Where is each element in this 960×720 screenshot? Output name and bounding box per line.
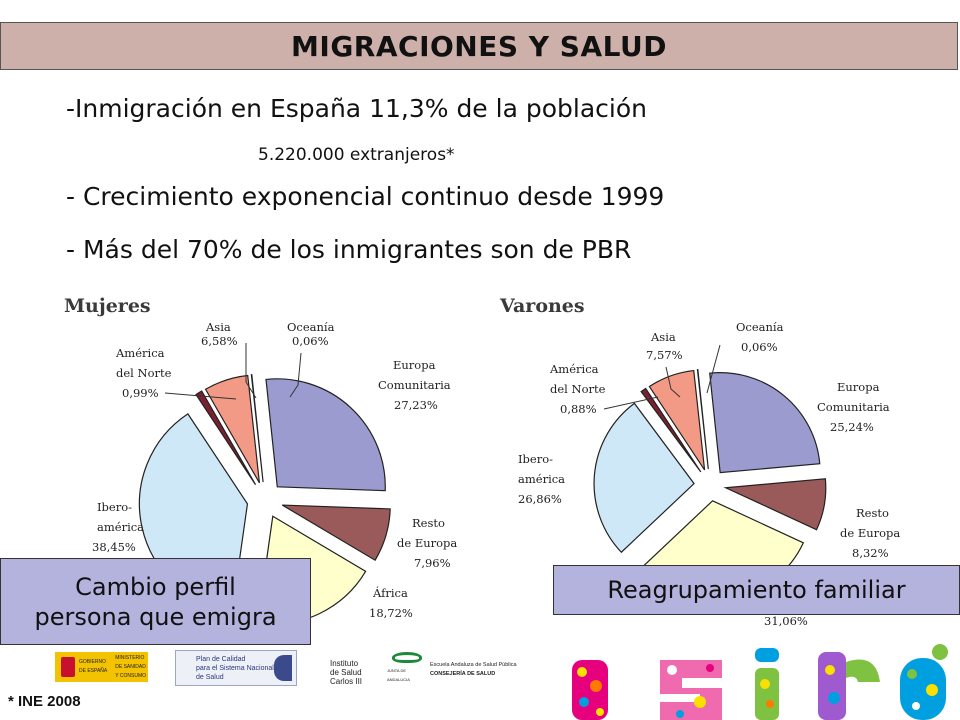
pie-slice-america-del-norte-mujeres — [195, 390, 257, 486]
footnote-ine: * INE 2008 — [8, 693, 81, 710]
label-africa-mujeres-name: África — [372, 586, 408, 600]
callout-reagrupamiento: Reagrupamiento familiar — [553, 565, 960, 615]
label-resto-varones-l2: de Europa — [840, 526, 900, 540]
logo-min-line2: DE SANIDAD — [115, 663, 146, 670]
pie-slice-europa-comunitaria-varones — [709, 372, 821, 474]
callout-cambio-perfil-line2: persona que emigra — [34, 602, 277, 631]
callout-reagrupamiento-text: Reagrupamiento familiar — [607, 576, 906, 604]
label-oceania-varones-value: 0,06% — [741, 340, 778, 354]
leader-asia-mujeres — [245, 343, 257, 399]
coat-of-arms-icon — [61, 657, 75, 677]
label-europa-com-mujeres-l1: Europa — [393, 358, 436, 372]
bullet-crecimiento: - Crecimiento exponencial continuo desde… — [66, 182, 665, 211]
pie-slice-europa-comunitaria-mujeres — [265, 378, 386, 492]
label-asia-mujeres-name: Asia — [205, 320, 231, 334]
label-ibero-varones-value: 26,86% — [518, 492, 562, 506]
label-resto-mujeres-value: 7,96% — [414, 556, 451, 570]
pie-slice-resto-de-europa-varones — [723, 478, 827, 531]
slide-title-bar: MIGRACIONES Y SALUD — [0, 22, 958, 70]
label-oceania-mujeres-name: Oceanía — [287, 320, 335, 334]
label-asia-varones-value: 7,57% — [646, 348, 683, 362]
label-ibero-varones-l2: américa — [518, 472, 565, 486]
chart-title-varones: Varones — [499, 295, 585, 317]
dotted-letter-4 — [818, 652, 880, 720]
logo-min-line3: Y CONSUMO — [115, 672, 146, 679]
label-asia-mujeres-value: 6,58% — [201, 334, 238, 348]
pie-slice-asia-mujeres — [204, 374, 261, 484]
logo-easp: Escuela Andaluza de Salud Pública CONSEJ… — [430, 660, 540, 680]
leader-oceania-mujeres — [289, 352, 302, 398]
label-ibero-varones-l1: Ibero- — [518, 452, 553, 466]
logo-easp-line1: Escuela Andaluza de Salud Pública — [430, 662, 517, 668]
logo-gob-line2: DE ESPAÑA — [79, 668, 108, 674]
bullet-pbr: - Más del 70% de los inmigrantes son de … — [66, 235, 632, 264]
label-ibero-mujeres-l2: américa — [97, 520, 144, 534]
label-america-norte-varones-l2: del Norte — [550, 382, 606, 396]
slide-title: MIGRACIONES Y SALUD — [291, 29, 667, 63]
label-africa-varones-value: 31,06% — [764, 614, 808, 628]
logo-gob-line1: GOBIERNO — [79, 659, 106, 665]
dotted-letter-5 — [900, 644, 948, 720]
label-africa-mujeres-value: 18,72% — [369, 606, 413, 620]
label-oceania-varones-name: Oceanía — [736, 320, 784, 334]
label-europa-com-mujeres-value: 27,23% — [394, 398, 438, 412]
logo-min-line1: MINISTERIO — [115, 654, 145, 661]
logo-isc-line2: de Salud — [330, 667, 362, 677]
label-asia-varones-name: Asia — [650, 330, 676, 344]
pie-slice-resto-de-europa-mujeres — [281, 504, 391, 562]
leader-america-norte-varones — [603, 396, 659, 410]
label-oceania-mujeres-value: 0,06% — [292, 334, 329, 348]
pie-slice-ibero-america-varones — [593, 402, 695, 554]
junta-emblem-icon — [392, 652, 422, 663]
label-resto-varones-l1: Resto — [856, 506, 889, 520]
logo-plan-line3: de Salud — [196, 673, 224, 681]
bullet-inmigracion: -Inmigración en España 11,3% de la pobla… — [66, 94, 647, 123]
callout-cambio-perfil-line1: Cambio perfil — [75, 572, 236, 601]
leader-america-norte-mujeres — [164, 392, 237, 400]
label-resto-mujeres-l2: de Europa — [397, 536, 457, 550]
label-europa-com-varones-l1: Europa — [837, 380, 880, 394]
logo-isc-line3: Carlos III — [330, 676, 363, 686]
label-america-norte-mujeres-value: 0,99% — [122, 386, 159, 400]
chart-title-mujeres: Mujeres — [64, 295, 151, 317]
label-america-norte-mujeres-l2: del Norte — [116, 366, 172, 380]
logo-easp-line2: CONSEJERÍA DE SALUD — [430, 671, 496, 677]
label-ibero-mujeres-l1: Ibero- — [97, 500, 132, 514]
dotted-letter-2 — [660, 660, 722, 720]
logo-instituto-carlos-iii: Instituto de Salud Carlos III — [330, 655, 380, 689]
label-europa-com-varones-l2: Comunitaria — [817, 400, 890, 414]
decorative-dotted-letters — [572, 644, 948, 720]
pie-slice-asia-varones — [648, 369, 706, 471]
label-europa-com-mujeres-l2: Comunitaria — [378, 378, 451, 392]
pie-slice-oceania-mujeres — [250, 374, 264, 483]
leader-asia-varones — [665, 366, 681, 398]
logo-junta-andalucia: JUNTA DE ANDALUCIA — [387, 652, 427, 684]
logo-plan-line1: Plan de Calidad — [196, 655, 246, 663]
label-america-norte-varones-value: 0,88% — [560, 402, 597, 416]
bullet-extranjeros: 5.220.000 extranjeros* — [258, 145, 455, 165]
plan-calidad-c-icon — [274, 655, 292, 681]
dotted-letter-3 — [755, 648, 779, 720]
dotted-letter-1 — [572, 660, 608, 720]
leader-oceania-varones — [706, 344, 721, 394]
logo-plan-calidad: Plan de Calidad para el Sistema Nacional… — [175, 650, 297, 686]
pie-slice-oceania-varones — [696, 368, 709, 470]
label-resto-mujeres-l1: Resto — [412, 516, 445, 530]
logo-gobierno-espana: GOBIERNO DE ESPAÑA MINISTERIO DE SANIDAD… — [55, 652, 148, 682]
label-resto-varones-value: 8,32% — [852, 546, 889, 560]
callout-cambio-perfil: Cambio perfil persona que emigra — [0, 558, 311, 645]
label-america-norte-mujeres-l1: América — [115, 346, 165, 360]
pie-slice-america-del-norte-varones — [640, 387, 702, 473]
logo-plan-line2: para el Sistema Nacional — [196, 664, 274, 672]
label-europa-com-varones-value: 25,24% — [830, 420, 874, 434]
label-ibero-mujeres-value: 38,45% — [92, 540, 136, 554]
logo-junta-text: JUNTA DE ANDALUCIA — [387, 668, 410, 682]
logo-isc-line1: Instituto — [330, 658, 359, 668]
label-america-norte-varones-l1: América — [549, 362, 599, 376]
